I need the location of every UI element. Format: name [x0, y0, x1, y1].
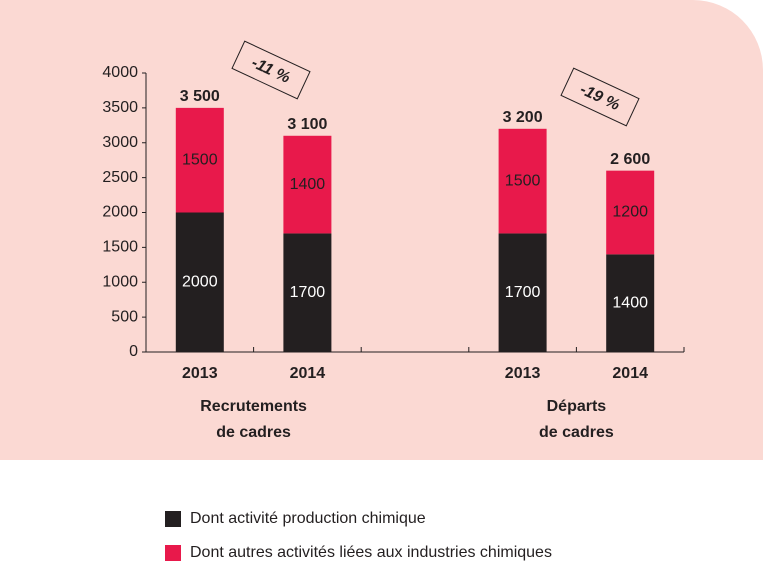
segment-label: 1400 [290, 176, 326, 193]
group-label: Départs [547, 398, 607, 415]
bar-segment [175, 107, 224, 213]
legend-swatch [165, 511, 181, 527]
bar-segment [606, 254, 655, 352]
total-label: 2 600 [610, 151, 650, 168]
x-tick-label: 2013 [182, 365, 218, 382]
y-tick-label: 3500 [102, 99, 138, 116]
group-label: de cadres [539, 424, 614, 441]
total-label: 3 200 [503, 109, 543, 126]
x-tick-label: 2014 [290, 365, 326, 382]
legend-swatch [165, 545, 181, 561]
segment-label: 1700 [290, 284, 326, 301]
y-tick-label: 1000 [102, 273, 138, 290]
annotation-box [560, 67, 640, 127]
y-tick-label: 1500 [102, 239, 138, 256]
x-tick-label: 2014 [612, 365, 648, 382]
segment-label: 1500 [505, 172, 541, 189]
segment-label: 1200 [612, 204, 648, 221]
y-tick-label: 2500 [102, 169, 138, 186]
bar-segment [498, 233, 547, 352]
bar-segment [606, 170, 655, 255]
legend-label: Dont autres activités liées aux industri… [190, 544, 552, 561]
x-tick-label: 2013 [505, 365, 541, 382]
bar-segment [283, 233, 332, 352]
y-tick-label: 2000 [102, 204, 138, 221]
y-tick-label: 4000 [102, 64, 138, 81]
segment-label: 2000 [182, 273, 218, 290]
segment-label: 1400 [612, 294, 648, 311]
total-label: 3 100 [287, 116, 327, 133]
legend-label: Dont activité production chimique [190, 510, 426, 527]
segment-label: 1500 [182, 151, 218, 168]
group-label: Recrutements [200, 398, 307, 415]
segment-label: 1700 [505, 284, 541, 301]
y-tick-label: 500 [111, 308, 138, 325]
y-tick-label: 0 [129, 343, 138, 360]
annotation-box [231, 40, 311, 100]
bar-segment [283, 135, 332, 234]
bar-segment [175, 212, 224, 352]
bar-segment [498, 128, 547, 234]
y-tick-label: 3000 [102, 134, 138, 151]
group-label: de cadres [216, 424, 291, 441]
total-label: 3 500 [180, 88, 220, 105]
